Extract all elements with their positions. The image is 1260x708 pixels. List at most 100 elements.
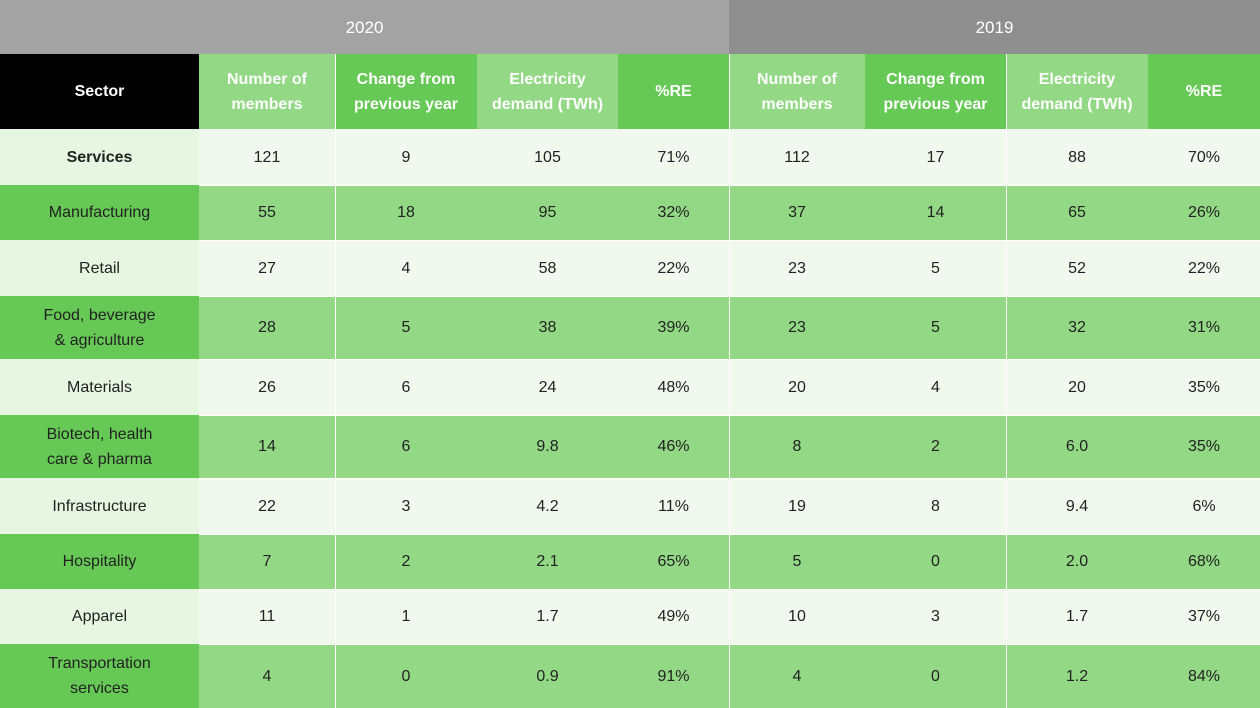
column-header-2019-4: %RE: [1148, 54, 1260, 129]
grid-line: [335, 54, 336, 708]
value-cell-2020: 0: [335, 644, 477, 708]
value-cell-2020: 6: [335, 415, 477, 478]
value-cell-2019: 20: [729, 359, 865, 415]
value-cell-2019: 1.2: [1006, 644, 1148, 708]
value-cell-2020: 1.7: [477, 589, 618, 644]
grid-line: [199, 589, 1260, 590]
value-cell-2019: 84%: [1148, 644, 1260, 708]
value-cell-2019: 0: [865, 534, 1006, 589]
value-cell-2020: 11: [199, 589, 335, 644]
grid-line: [199, 296, 1260, 297]
value-cell-2019: 2.0: [1006, 534, 1148, 589]
value-cell-2020: 46%: [618, 415, 729, 478]
value-cell-2019: 52: [1006, 240, 1148, 296]
value-cell-2019: 32: [1006, 296, 1148, 359]
grid-line: [199, 478, 1260, 479]
column-header-2019-1: Number of members: [729, 54, 865, 129]
sector-cell: Transportation services: [0, 644, 199, 708]
value-cell-2019: 35%: [1148, 359, 1260, 415]
grid-line: [1006, 54, 1007, 708]
value-cell-2019: 23: [729, 296, 865, 359]
value-cell-2019: 6.0: [1006, 415, 1148, 478]
value-cell-2020: 28: [199, 296, 335, 359]
column-header-2019-3: Electricity demand (TWh): [1006, 54, 1148, 129]
value-cell-2020: 55: [199, 185, 335, 240]
value-cell-2019: 6%: [1148, 478, 1260, 534]
value-cell-2020: 26: [199, 359, 335, 415]
value-cell-2019: 35%: [1148, 415, 1260, 478]
value-cell-2020: 0.9: [477, 644, 618, 708]
value-cell-2020: 18: [335, 185, 477, 240]
value-cell-2020: 2: [335, 534, 477, 589]
value-cell-2020: 3: [335, 478, 477, 534]
value-cell-2019: 68%: [1148, 534, 1260, 589]
value-cell-2020: 105: [477, 129, 618, 185]
grid-line: [199, 359, 1260, 360]
value-cell-2019: 65: [1006, 185, 1148, 240]
value-cell-2020: 48%: [618, 359, 729, 415]
value-cell-2020: 22%: [618, 240, 729, 296]
value-cell-2020: 9: [335, 129, 477, 185]
value-cell-2019: 9.4: [1006, 478, 1148, 534]
sector-cell: Manufacturing: [0, 185, 199, 240]
value-cell-2020: 5: [335, 296, 477, 359]
value-cell-2020: 65%: [618, 534, 729, 589]
sector-cell: Retail: [0, 240, 199, 296]
value-cell-2020: 95: [477, 185, 618, 240]
value-cell-2019: 112: [729, 129, 865, 185]
column-header-2020-2: Change from previous year: [335, 54, 477, 129]
value-cell-2020: 7: [199, 534, 335, 589]
value-cell-2019: 8: [865, 478, 1006, 534]
grid-line: [199, 534, 1260, 535]
value-cell-2019: 4: [865, 359, 1006, 415]
sector-cell: Food, beverage & agriculture: [0, 296, 199, 359]
sector-cell: Infrastructure: [0, 478, 199, 534]
value-cell-2019: 0: [865, 644, 1006, 708]
value-cell-2019: 1.7: [1006, 589, 1148, 644]
sector-cell: Biotech, health care & pharma: [0, 415, 199, 478]
value-cell-2019: 37%: [1148, 589, 1260, 644]
value-cell-2020: 49%: [618, 589, 729, 644]
value-cell-2020: 121: [199, 129, 335, 185]
value-cell-2020: 71%: [618, 129, 729, 185]
value-cell-2019: 5: [729, 534, 865, 589]
grid-line: [729, 54, 730, 708]
value-cell-2020: 4: [199, 644, 335, 708]
value-cell-2019: 2: [865, 415, 1006, 478]
value-cell-2020: 14: [199, 415, 335, 478]
value-cell-2019: 26%: [1148, 185, 1260, 240]
grid-line: [199, 415, 1260, 416]
value-cell-2020: 39%: [618, 296, 729, 359]
value-cell-2019: 4: [729, 644, 865, 708]
value-cell-2019: 5: [865, 240, 1006, 296]
value-cell-2019: 31%: [1148, 296, 1260, 359]
year-header-2020: 2020: [0, 0, 729, 54]
value-cell-2019: 5: [865, 296, 1006, 359]
value-cell-2020: 6: [335, 359, 477, 415]
value-cell-2019: 14: [865, 185, 1006, 240]
grid-line: [199, 240, 1260, 241]
sector-cell: Materials: [0, 359, 199, 415]
grid-line: [199, 644, 1260, 645]
value-cell-2019: 88: [1006, 129, 1148, 185]
value-cell-2020: 27: [199, 240, 335, 296]
value-cell-2020: 2.1: [477, 534, 618, 589]
value-cell-2019: 8: [729, 415, 865, 478]
column-header-sector: Sector: [0, 54, 199, 129]
value-cell-2020: 9.8: [477, 415, 618, 478]
value-cell-2019: 19: [729, 478, 865, 534]
column-header-2020-4: %RE: [618, 54, 729, 129]
value-cell-2020: 38: [477, 296, 618, 359]
value-cell-2019: 17: [865, 129, 1006, 185]
value-cell-2019: 3: [865, 589, 1006, 644]
year-header-2019: 2019: [729, 0, 1260, 54]
value-cell-2020: 32%: [618, 185, 729, 240]
sector-cell: Hospitality: [0, 534, 199, 589]
value-cell-2019: 37: [729, 185, 865, 240]
value-cell-2019: 23: [729, 240, 865, 296]
value-cell-2020: 22: [199, 478, 335, 534]
value-cell-2020: 91%: [618, 644, 729, 708]
grid-line: [199, 185, 1260, 186]
value-cell-2019: 20: [1006, 359, 1148, 415]
